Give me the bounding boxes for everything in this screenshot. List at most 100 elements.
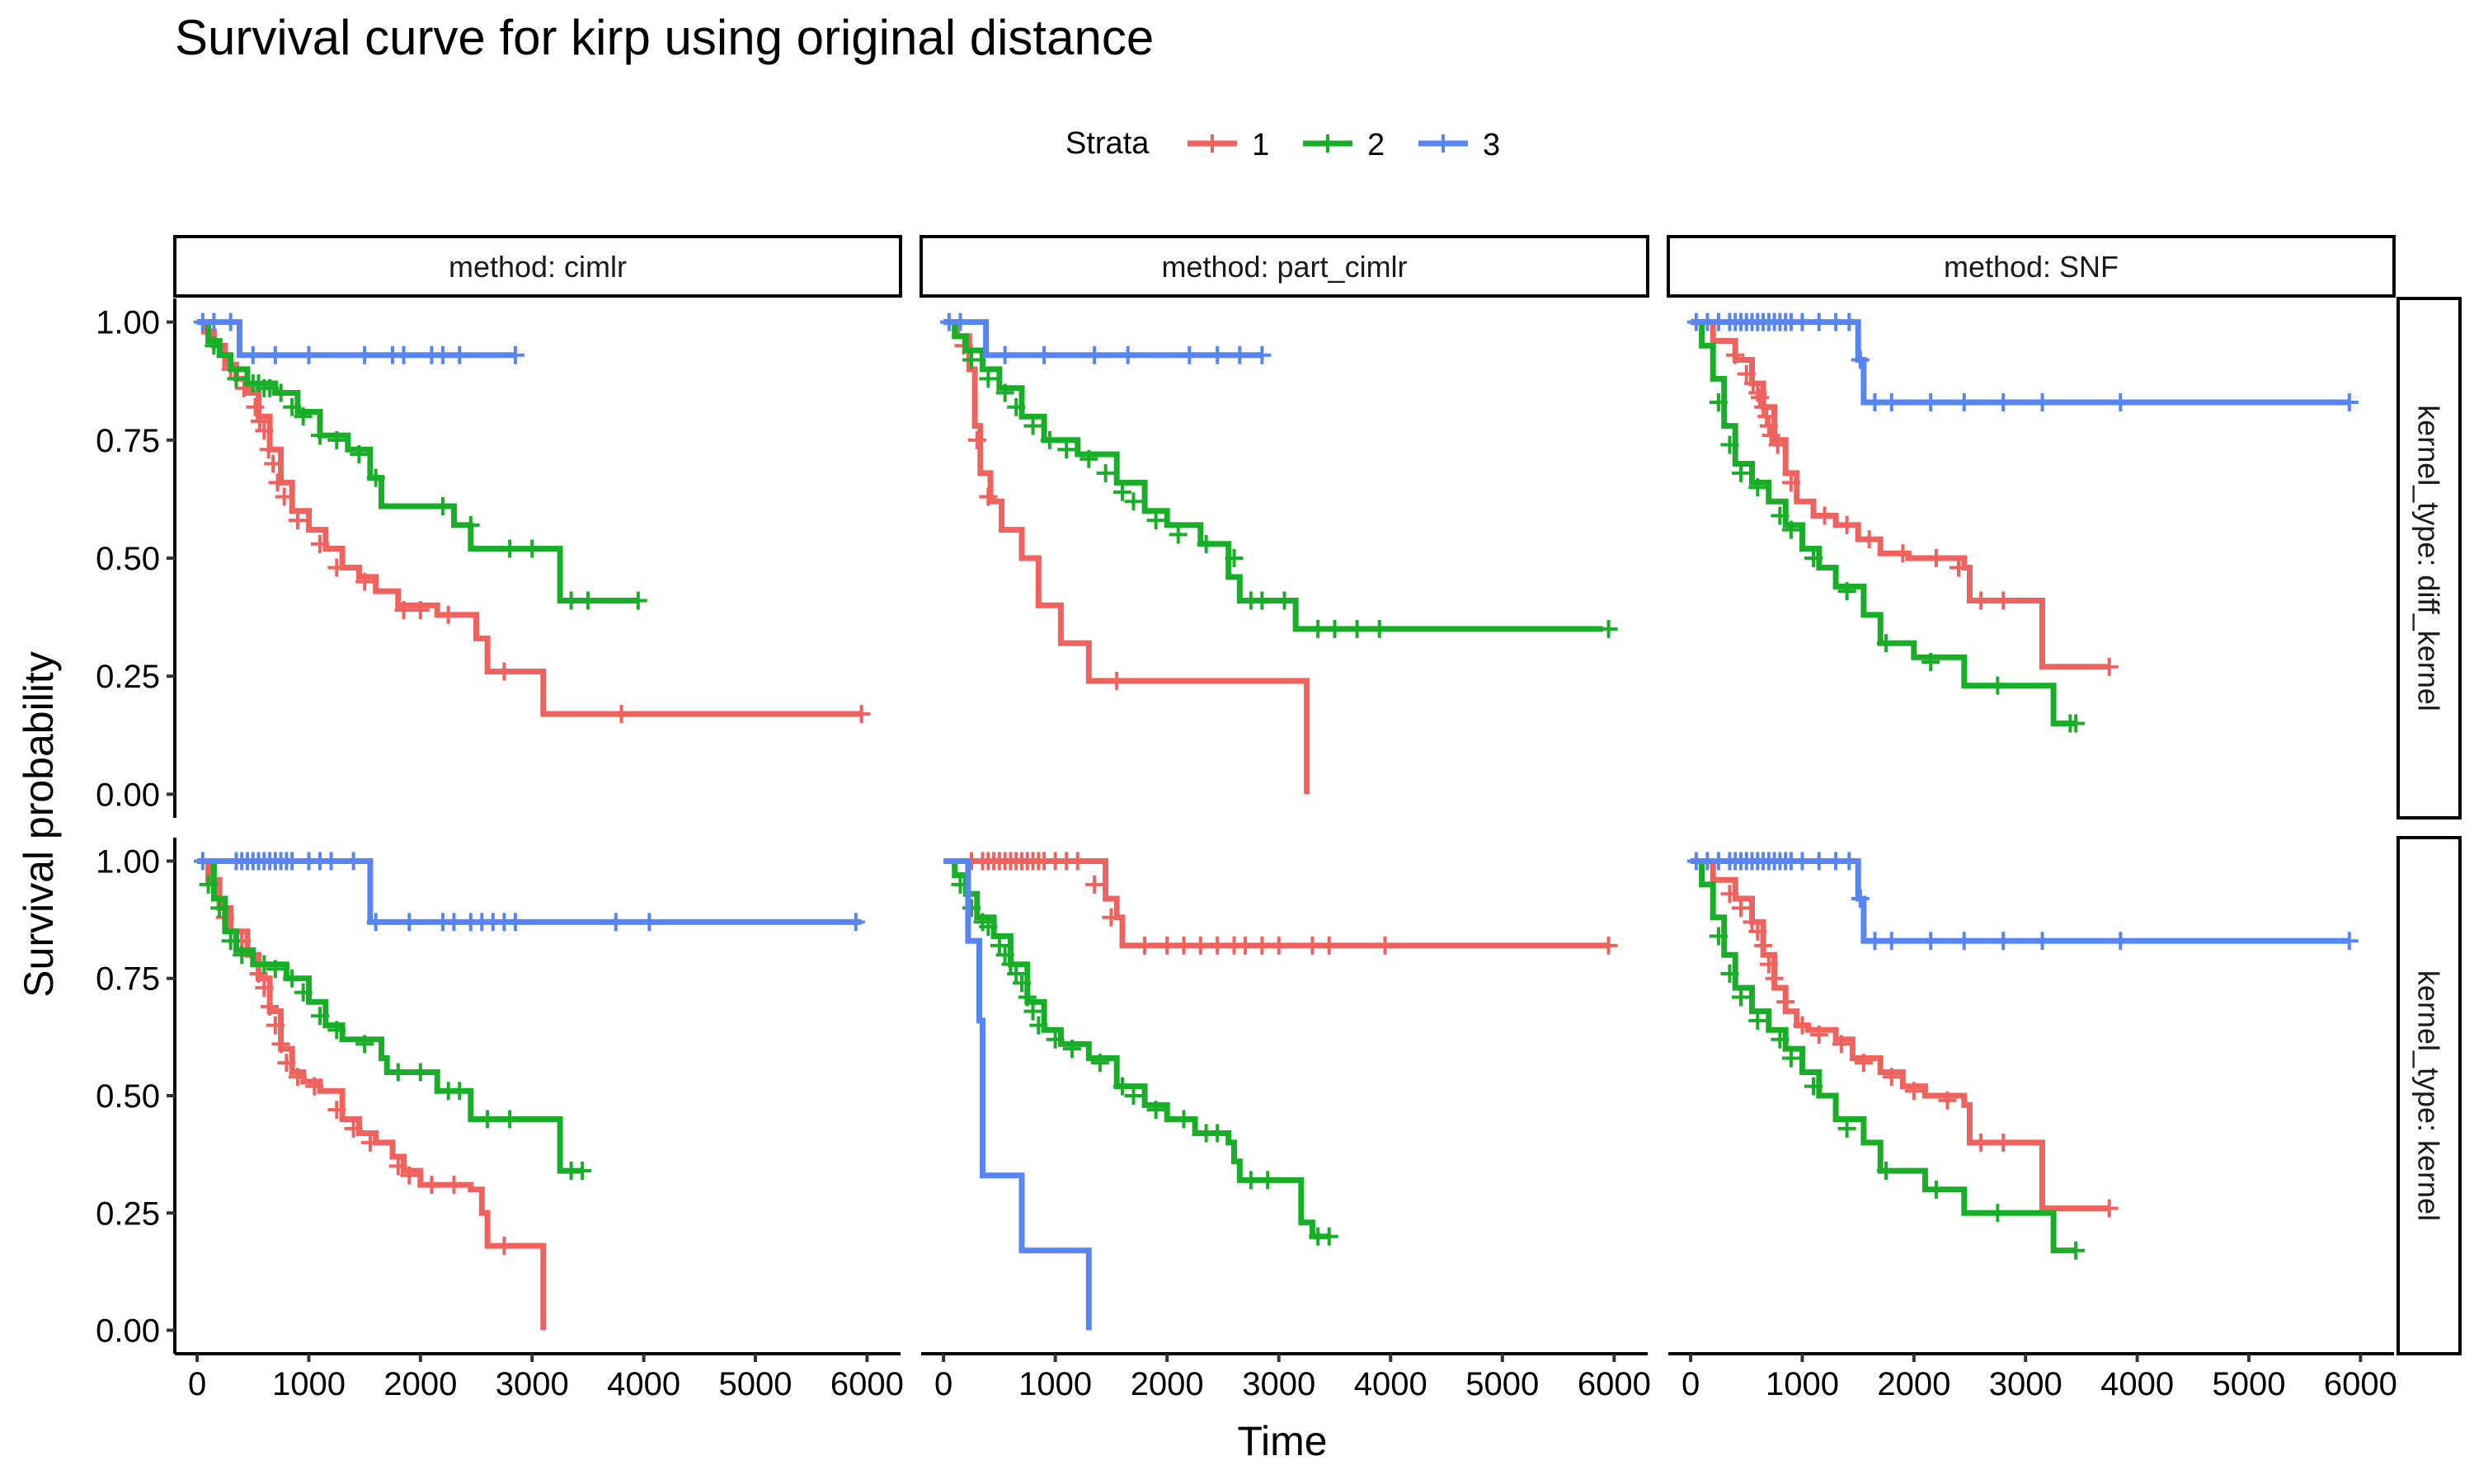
censor-mark-1-2-1 — [1737, 364, 1756, 383]
censor-mark-2-0-13 — [433, 497, 452, 515]
x-tick-label-1-1: 1000 — [1018, 1366, 1092, 1402]
column-strip-label-1: method: part_cimlr — [1161, 250, 1407, 284]
censor-mark-3-2-16 — [1809, 312, 1828, 331]
censor-mark-2-1-18 — [1309, 619, 1328, 638]
censor-mark-1-4-19 — [1158, 936, 1177, 955]
legend-label-2: 2 — [1367, 128, 1385, 162]
censor-mark-2-1-11 — [1146, 511, 1165, 530]
censor-mark-2-0-18 — [578, 591, 597, 610]
y-tick-label-0-3: 0.75 — [96, 423, 160, 459]
censor-mark-2-3-12 — [411, 1063, 430, 1082]
x-tick-label-2-3: 3000 — [1989, 1366, 2062, 1402]
x-tick-label-2-5: 5000 — [2213, 1366, 2286, 1402]
y-tick-label-0-4: 1.00 — [96, 305, 160, 341]
censor-mark-1-2-8 — [1761, 426, 1780, 445]
column-strip-label-2: method: SNF — [1944, 250, 2119, 284]
panel-1-2 — [1686, 852, 2359, 1260]
censor-mark-2-2-9 — [1921, 653, 1940, 671]
censor-mark-3-2-27 — [2340, 393, 2359, 411]
censor-mark-1-0-15 — [439, 605, 458, 624]
censor-mark-3-3-26 — [640, 913, 659, 932]
censor-mark-1-3-5 — [266, 1016, 285, 1035]
x-tick-label-0-6: 6000 — [830, 1366, 904, 1402]
censor-mark-2-1-13 — [1197, 534, 1216, 553]
censor-mark-1-2-10 — [1781, 473, 1800, 492]
censor-mark-1-4-15 — [1068, 852, 1087, 871]
censor-mark-1-5-4 — [1754, 936, 1773, 955]
censor-mark-2-0-8 — [294, 407, 313, 426]
censor-mark-1-0-7 — [268, 473, 287, 492]
chart-title: Survival curve for kirp using original d… — [175, 10, 1154, 65]
censor-mark-2-0-0 — [205, 336, 223, 355]
censor-mark-3-2-26 — [2111, 393, 2130, 411]
censor-mark-1-5-9 — [1809, 1026, 1828, 1045]
censor-mark-3-5-23 — [1954, 932, 1973, 951]
censor-mark-1-3-10 — [327, 1101, 346, 1120]
curve-stratum-2-panel-0 — [197, 319, 638, 603]
censor-mark-3-3-16 — [366, 913, 385, 932]
censor-mark-2-5-3 — [1748, 1011, 1767, 1030]
x-tick-label-2-1: 1000 — [1766, 1366, 1839, 1402]
curve-stratum-3-panel-2 — [1691, 319, 2349, 406]
censor-mark-1-2-0 — [1726, 345, 1745, 364]
censor-mark-2-2-6 — [1804, 549, 1823, 567]
censor-mark-1-0-3 — [250, 411, 269, 430]
column-strip-1 — [920, 235, 1649, 298]
censor-mark-2-2-3 — [1748, 478, 1767, 497]
censor-mark-1-0-4 — [255, 421, 274, 440]
censor-mark-2-3-10 — [355, 1035, 374, 1054]
censor-mark-1-4-28 — [1319, 936, 1338, 955]
censor-mark-2-5-4 — [1771, 1030, 1790, 1049]
curve-stratum-1-panel-4 — [943, 858, 1609, 949]
censor-mark-1-2-17 — [1972, 591, 1991, 610]
censor-mark-1-1-3 — [1108, 671, 1126, 690]
censor-mark-1-2-18 — [1994, 591, 2013, 610]
censor-mark-3-5-19 — [1851, 889, 1870, 908]
censor-mark-2-1-21 — [1370, 619, 1389, 638]
censor-mark-1-0-12 — [355, 572, 374, 591]
censor-mark-2-0-19 — [628, 591, 647, 610]
censor-mark-2-3-16 — [501, 1110, 520, 1129]
censor-mark-1-0-6 — [264, 454, 283, 473]
x-axis-label: Time — [1237, 1418, 1327, 1464]
censor-mark-3-2-18 — [1840, 312, 1859, 331]
censor-mark-3-0-12 — [506, 345, 524, 364]
censor-mark-3-3-24 — [506, 913, 524, 932]
censor-mark-2-1-6 — [1057, 440, 1076, 459]
censor-mark-1-2-2 — [1743, 374, 1762, 393]
censor-mark-3-3-15 — [344, 852, 363, 871]
censor-mark-2-1-5 — [1040, 430, 1059, 449]
x-tick-label-1-3: 3000 — [1242, 1366, 1315, 1402]
x-tick-label-2-2: 2000 — [1877, 1366, 1950, 1402]
column-strip-label-0: method: cimlr — [449, 250, 627, 284]
censor-mark-1-2-7 — [1759, 416, 1778, 435]
x-tick-label-0-5: 5000 — [719, 1366, 793, 1402]
censor-mark-1-0-9 — [288, 511, 307, 530]
censor-mark-3-0-1 — [205, 312, 223, 331]
y-tick-label-1-2: 0.50 — [96, 1078, 160, 1115]
censor-mark-2-3-2 — [221, 932, 240, 951]
x-tick-label-0-0: 0 — [188, 1366, 206, 1402]
censor-mark-1-3-17 — [495, 1237, 514, 1256]
x-tick-label-1-5: 5000 — [1465, 1366, 1539, 1402]
censor-mark-1-1-1 — [967, 430, 986, 449]
censor-mark-1-4-16 — [1085, 875, 1104, 894]
censor-mark-1-5-15 — [1972, 1133, 1991, 1152]
censor-mark-2-4-22 — [1258, 1171, 1277, 1190]
x-tick-label-0-1: 1000 — [272, 1366, 346, 1402]
censor-mark-1-4-17 — [1102, 908, 1121, 927]
censor-mark-3-2-19 — [1851, 350, 1870, 369]
censor-mark-1-3-15 — [422, 1176, 441, 1195]
panel-1-1 — [943, 852, 1618, 1331]
censor-mark-2-0-6 — [271, 383, 290, 402]
censor-mark-2-4-8 — [1012, 974, 1031, 993]
censor-mark-3-1-2 — [995, 345, 1014, 364]
censor-mark-2-2-5 — [1781, 520, 1800, 539]
censor-mark-1-4-24 — [1236, 936, 1255, 955]
censor-mark-2-5-7 — [1837, 1119, 1856, 1138]
censor-mark-1-5-14 — [1938, 1091, 1957, 1110]
censor-mark-1-4-29 — [1376, 936, 1395, 955]
censor-mark-1-2-16 — [1950, 558, 1968, 577]
panel-0-0 — [193, 312, 871, 723]
legend-label-1: 1 — [1252, 128, 1269, 162]
